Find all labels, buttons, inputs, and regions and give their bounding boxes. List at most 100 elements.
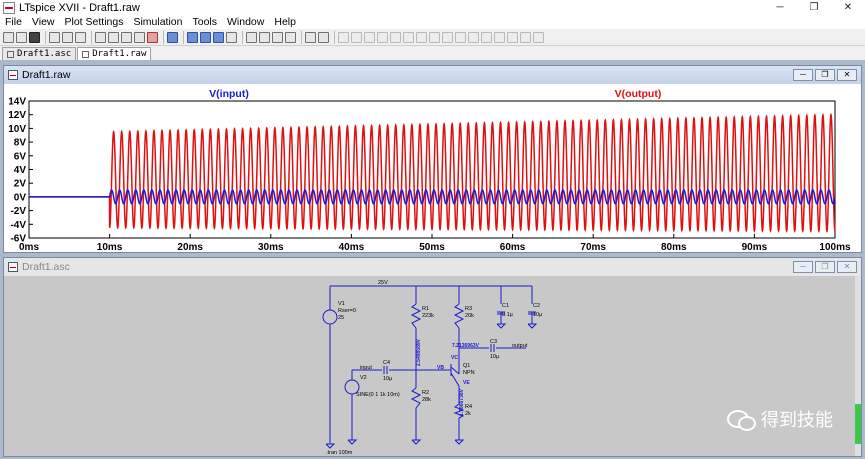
plot-window-titlebar[interactable]: Draft1.raw ─ ❐ ✕	[4, 66, 861, 84]
zoom-in-icon[interactable]	[95, 31, 106, 43]
text-icon[interactable]	[520, 31, 531, 43]
waveform-plot[interactable]: V(input) V(output) 14V 12V 10V 8V 6V 4V 2V 0V -2…	[4, 84, 861, 252]
zoom-cancel-icon[interactable]	[147, 31, 158, 43]
tab-draft1-raw[interactable]: Draft1.raw	[77, 47, 152, 60]
print-icon[interactable]	[305, 31, 316, 43]
spice-directive-icon[interactable]	[533, 31, 544, 43]
r4-name: R4	[465, 404, 472, 410]
y-tick-label: 2V	[14, 179, 27, 190]
redo-icon[interactable]	[481, 31, 492, 43]
wechat-icon	[727, 408, 756, 431]
schematic-icon	[7, 50, 14, 58]
plot-close-button[interactable]: ✕	[837, 69, 857, 81]
rotate-icon[interactable]	[494, 31, 505, 43]
y-tick-label: 0V	[14, 192, 27, 203]
menu-file[interactable]: File	[5, 16, 22, 28]
copy-icon[interactable]	[259, 31, 270, 43]
c4-value: 10µ	[383, 376, 393, 382]
tile-vertical-icon[interactable]	[200, 31, 211, 43]
q1-name: Q1	[463, 363, 470, 369]
scrollbar-thumb[interactable]	[855, 404, 861, 444]
mirror-icon[interactable]	[507, 31, 518, 43]
resistor-icon[interactable]	[377, 31, 388, 43]
close-all-icon[interactable]	[226, 31, 237, 43]
output-net-label: output	[512, 343, 528, 349]
ground-v2	[347, 439, 358, 445]
autorange-icon[interactable]	[167, 31, 178, 43]
menu-view[interactable]: View	[31, 16, 55, 28]
wechat-watermark: 得到技能	[727, 406, 833, 432]
v2-value: SINE(0 1 1k 10m)	[356, 392, 400, 398]
print-preview-icon[interactable]	[318, 31, 329, 43]
legend-v-output[interactable]: V(output)	[615, 88, 662, 100]
y-tick-label: -2V	[10, 206, 26, 217]
title-bar: LTspice XVII - Draft1.raw ─ ❐ ✕	[0, 0, 865, 15]
minimize-button[interactable]: ─	[776, 2, 784, 13]
trace-v-input[interactable]	[29, 189, 836, 205]
menu-plot-settings[interactable]: Plot Settings	[64, 16, 124, 28]
q1-emitter	[450, 372, 460, 387]
find-icon[interactable]	[285, 31, 296, 43]
vb-voltage: 2.5498589V	[416, 338, 422, 366]
drag-icon[interactable]	[455, 31, 466, 43]
new-file-icon[interactable]	[3, 31, 14, 43]
open-file-icon[interactable]	[16, 31, 27, 43]
x-tick-label: 30ms	[258, 242, 284, 252]
tile-horizontal-icon[interactable]	[187, 31, 198, 43]
q1-collector	[450, 366, 460, 375]
y-tick-label: 12V	[8, 110, 26, 121]
undo-icon[interactable]	[468, 31, 479, 43]
y-tick-label: 14V	[8, 97, 26, 108]
restore-button[interactable]: ❐	[809, 2, 819, 13]
ground-c2	[527, 323, 538, 329]
r4-symbol	[453, 403, 465, 419]
menu-help[interactable]: Help	[274, 16, 296, 28]
r1-name: R1	[422, 306, 429, 312]
plot-restore-button[interactable]: ❐	[815, 69, 835, 81]
zoom-fit-icon[interactable]	[134, 31, 145, 43]
control-panel-icon[interactable]	[49, 31, 60, 43]
label-net-icon[interactable]	[364, 31, 375, 43]
menu-tools[interactable]: Tools	[192, 16, 217, 28]
schematic-scrollbar[interactable]	[855, 276, 861, 456]
plot-minimize-button[interactable]: ─	[793, 69, 813, 81]
close-button[interactable]: ✕	[843, 2, 853, 13]
r1-value: 223k	[422, 313, 434, 319]
x-tick-label: 90ms	[742, 242, 768, 252]
schematic-window: Draft1.asc ─ ❐ ✕	[3, 257, 862, 457]
ground-icon[interactable]	[351, 31, 362, 43]
capacitor-icon[interactable]	[390, 31, 401, 43]
diode-icon[interactable]	[416, 31, 427, 43]
legend-v-input[interactable]: V(input)	[209, 88, 249, 100]
tab-draft1-asc[interactable]: Draft1.asc	[2, 47, 77, 60]
zoom-pan-icon[interactable]	[121, 31, 132, 43]
schematic-canvas[interactable]: 25V V1 Rser=0 25 R1 223k R2 28k R3 20k R…	[4, 276, 855, 456]
ve-label: VE	[463, 380, 470, 386]
trace-v-output[interactable]	[29, 112, 836, 234]
x-tick-label: 10ms	[97, 242, 123, 252]
cut-icon[interactable]	[246, 31, 257, 43]
inductor-icon[interactable]	[403, 31, 414, 43]
move-icon[interactable]	[442, 31, 453, 43]
cascade-icon[interactable]	[213, 31, 224, 43]
menu-window[interactable]: Window	[227, 16, 265, 28]
schem-minimize-button[interactable]: ─	[793, 261, 813, 273]
schem-restore-button[interactable]: ❐	[815, 261, 835, 273]
r1-symbol	[410, 303, 422, 329]
x-tick-label: 0ms	[19, 242, 39, 252]
mdi-workspace: Draft1.raw ─ ❐ ✕ V(input) V(output) 14V 1…	[0, 60, 865, 459]
x-tick-label: 50ms	[419, 242, 445, 252]
zoom-out-icon[interactable]	[108, 31, 119, 43]
schematic-window-titlebar[interactable]: Draft1.asc ─ ❐ ✕	[4, 258, 861, 276]
component-icon[interactable]	[429, 31, 440, 43]
halt-icon[interactable]	[75, 31, 86, 43]
run-icon[interactable]	[62, 31, 73, 43]
x-tick-label: 70ms	[580, 242, 606, 252]
y-tick-label: 8V	[14, 138, 27, 149]
paste-icon[interactable]	[272, 31, 283, 43]
schem-close-button[interactable]: ✕	[837, 261, 857, 273]
menu-simulation[interactable]: Simulation	[133, 16, 183, 28]
ltspice-app-icon	[3, 1, 15, 14]
wire-icon[interactable]	[338, 31, 349, 43]
save-icon[interactable]	[29, 31, 40, 43]
